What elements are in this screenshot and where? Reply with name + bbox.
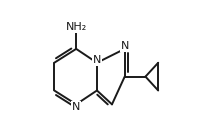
Text: N: N [120,41,129,51]
Text: N: N [93,55,101,65]
Text: NH₂: NH₂ [65,22,87,32]
Text: N: N [72,102,80,112]
